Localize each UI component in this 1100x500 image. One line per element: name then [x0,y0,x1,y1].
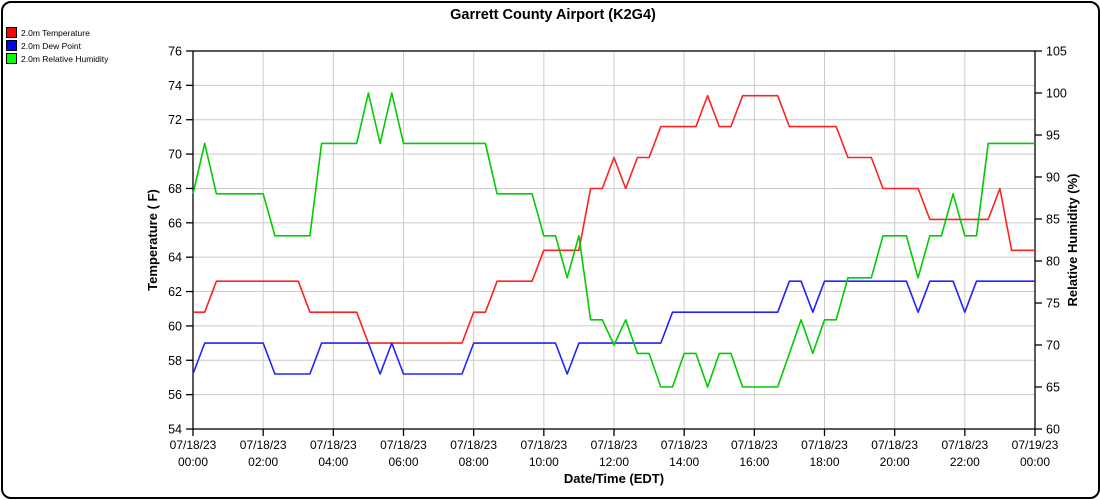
x-tick-date-label: 07/18/23 [941,438,988,452]
y-left-tick-label: 72 [168,113,182,127]
x-tick-time-label: 08:00 [459,455,489,469]
legend-item-relative-humidity: 2.0m Relative Humidity [6,52,108,65]
y-left-tick-label: 60 [168,319,182,333]
x-tick-date-label: 07/19/23 [1012,438,1059,452]
x-tick-time-label: 16:00 [739,455,769,469]
legend-item-temperature: 2.0m Temperature [6,26,108,39]
x-tick-date-label: 07/18/23 [801,438,848,452]
x-tick-date-label: 07/18/23 [380,438,427,452]
y-right-tick-label: 85 [1046,213,1060,227]
x-tick-time-label: 12:00 [599,455,629,469]
x-tick-time-label: 02:00 [248,455,278,469]
legend-swatch-icon [6,53,17,64]
dew-point-line [192,280,1035,375]
legend-label: 2.0m Dew Point [21,40,81,51]
x-tick-date-label: 07/18/23 [520,438,567,452]
y-right-tick-label: 75 [1046,297,1060,311]
x-tick-time-label: 14:00 [669,455,699,469]
x-tick-date-label: 07/18/23 [591,438,638,452]
x-tick-time-label: 04:00 [318,455,348,469]
legend-item-dew-point: 2.0m Dew Point [6,39,108,52]
y-left-tick-label: 56 [168,388,182,402]
y-right-tick-label: 95 [1046,129,1060,143]
x-tick-date-label: 07/18/23 [170,438,217,452]
x-tick-time-label: 22:00 [950,455,980,469]
x-tick-date-label: 07/18/23 [871,438,918,452]
legend-swatch-icon [6,40,17,51]
y-left-tick-label: 58 [168,354,182,368]
legend-label: 2.0m Relative Humidity [21,53,109,64]
x-tick-time-label: 00:00 [1020,455,1050,469]
y-left-tick-label: 68 [168,182,182,196]
x-tick-date-label: 07/18/23 [240,438,287,452]
x-tick-date-label: 07/18/23 [310,438,357,452]
x-axis-label: Date/Time (EDT) [564,471,664,486]
y-left-tick-label: 64 [168,251,182,265]
y-right-axis-label: Relative Humidity (%) [1065,174,1080,307]
y-left-tick-label: 70 [168,148,182,162]
y-right-tick-label: 100 [1046,87,1067,101]
x-tick-time-label: 00:00 [178,455,208,469]
legend-label: 2.0m Temperature [21,27,90,38]
x-tick-date-label: 07/18/23 [731,438,778,452]
y-right-tick-label: 90 [1046,171,1060,185]
x-tick-date-label: 07/18/23 [450,438,497,452]
y-left-axis-label: Temperature ( F) [145,189,160,291]
y-right-tick-label: 65 [1046,381,1060,395]
y-left-tick-label: 74 [168,79,182,93]
y-right-tick-label: 60 [1046,423,1060,437]
y-right-tick-label: 105 [1046,45,1067,59]
x-tick-time-label: 20:00 [880,455,910,469]
chart-legend: 2.0m Temperature 2.0m Dew Point 2.0m Relat… [6,26,108,65]
y-left-tick-label: 62 [168,285,182,299]
y-right-tick-label: 70 [1046,339,1060,353]
chart-title: Garrett County Airport (K2G4) [450,7,656,23]
x-tick-date-label: 07/18/23 [661,438,708,452]
y-left-tick-label: 76 [168,45,182,59]
y-left-tick-label: 54 [168,423,182,437]
x-tick-time-label: 18:00 [809,455,839,469]
x-tick-time-label: 10:00 [529,455,559,469]
x-tick-time-label: 06:00 [388,455,418,469]
legend-swatch-icon [6,27,17,38]
temperature-line [193,94,1035,344]
y-left-tick-label: 66 [168,216,182,230]
relative-humidity-line [192,92,1035,388]
y-right-tick-label: 80 [1046,255,1060,269]
